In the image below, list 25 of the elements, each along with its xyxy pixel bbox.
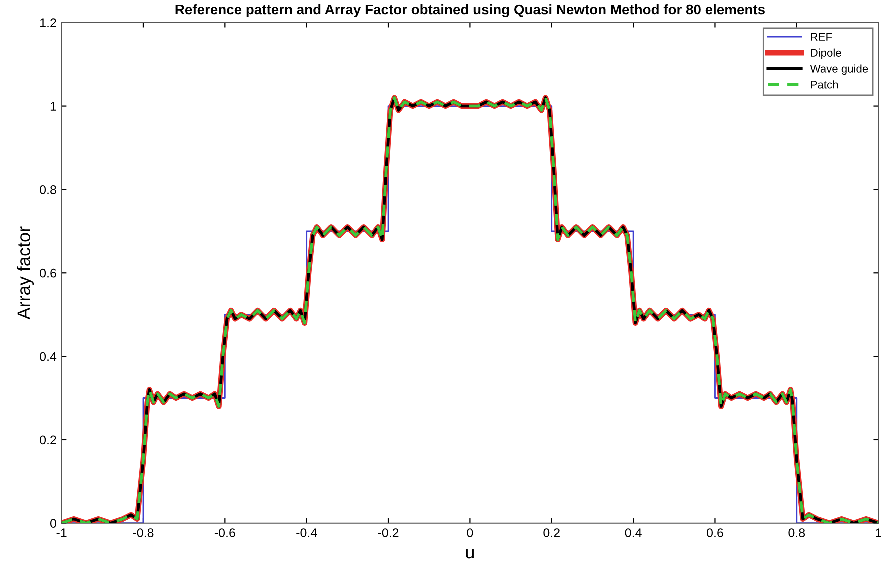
- x-tick-label: -0.4: [296, 528, 318, 538]
- y-tick-label: 1.2: [40, 18, 56, 28]
- y-tick-label: 0.4: [40, 352, 57, 362]
- y-axis-title: Array factor: [17, 226, 34, 320]
- x-tick-label: -0.8: [133, 528, 154, 538]
- x-tick-label: 0.6: [707, 528, 724, 538]
- y-tick-label: 0.6: [40, 268, 56, 278]
- x-tick-label: 1: [876, 528, 882, 538]
- x-tick-label: 0.2: [544, 528, 560, 538]
- x-tick-label: 0: [467, 528, 474, 538]
- x-tick-label: 0.8: [788, 528, 806, 538]
- y-tick-label: 0.2: [40, 436, 56, 445]
- x-tick-label: 0.4: [625, 528, 642, 538]
- legend-label: REF: [811, 33, 832, 41]
- x-tick-label: -0.6: [214, 528, 236, 538]
- chart-title: Reference pattern and Array Factor obtained using Quasi Newton Method for 80 elements: [176, 4, 765, 18]
- x-tick-label: -0.2: [378, 528, 399, 538]
- y-tick-label: 1: [50, 102, 56, 111]
- legend-label: Dipole: [811, 48, 842, 60]
- legend-label: Patch: [811, 80, 838, 89]
- x-axis-title: u: [466, 548, 474, 559]
- x-tick-label: -1: [56, 528, 67, 538]
- legend-label: Wave guide: [810, 64, 868, 76]
- y-tick-label: 0: [50, 519, 56, 528]
- y-tick-label: 0.8: [40, 186, 56, 194]
